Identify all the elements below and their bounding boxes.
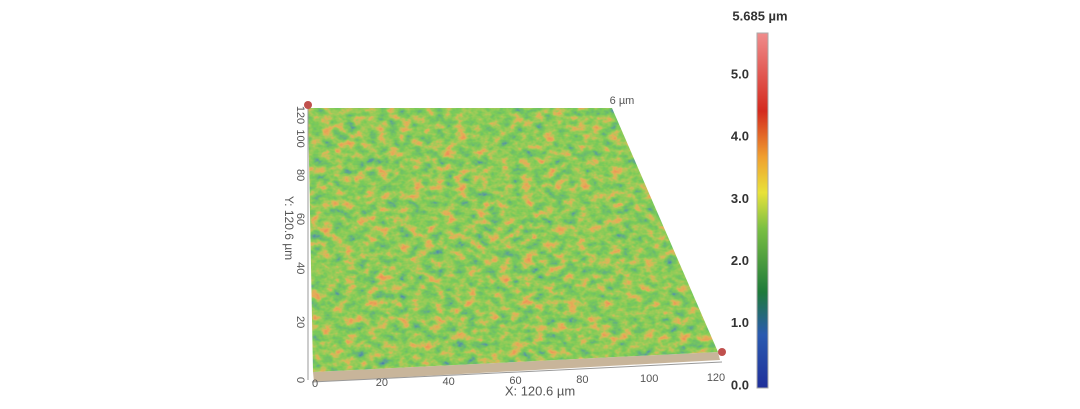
x-tick-label: 100 <box>640 373 658 385</box>
surface-edge <box>313 352 720 382</box>
x-tick-label: 20 <box>376 377 388 389</box>
colorbar-tick-label: 2.0 <box>731 253 749 268</box>
colorbar-tick-label: 1.0 <box>731 315 749 330</box>
y-tick-label: 80 <box>294 169 306 181</box>
x-axis-label: X: 120.6 µm <box>505 383 575 398</box>
x-tick-label: 120 <box>707 372 725 384</box>
x-tick-label: 40 <box>443 376 455 388</box>
colorbar-tick-label: 5.0 <box>731 66 749 81</box>
y-tick-label: 20 <box>294 316 306 328</box>
surface-texture <box>308 108 718 372</box>
z-label: 6 µm <box>610 95 635 107</box>
y-tick-label: 120 <box>294 106 306 124</box>
y-tick-label: 0 <box>294 377 306 383</box>
corner-marker <box>718 348 726 356</box>
corner-marker <box>304 101 312 109</box>
colorbar-title: 5.685 µm <box>732 8 787 23</box>
y-axis-label: Y: 120.6 µm <box>282 196 296 260</box>
colorbar: 5.685 µm <box>732 8 788 389</box>
x-tick-label: 0 <box>312 378 318 390</box>
x-tick-label: 80 <box>576 374 588 386</box>
x-axis-line <box>311 361 723 383</box>
y-tick-label: 40 <box>294 262 306 274</box>
y-tick-label: 100 <box>294 129 306 147</box>
colorbar-tick-label: 0.0 <box>731 377 749 392</box>
y-tick-label: 60 <box>294 213 306 225</box>
colorbar-tick-label: 3.0 <box>731 191 749 206</box>
colorbar-tick-label: 4.0 <box>731 129 749 144</box>
colorbar-scale <box>756 32 769 389</box>
surface-plot: 6 µm X: 120.6 µm Y: 120.6 µm <box>282 95 726 398</box>
x-tick-label: 60 <box>509 375 521 387</box>
